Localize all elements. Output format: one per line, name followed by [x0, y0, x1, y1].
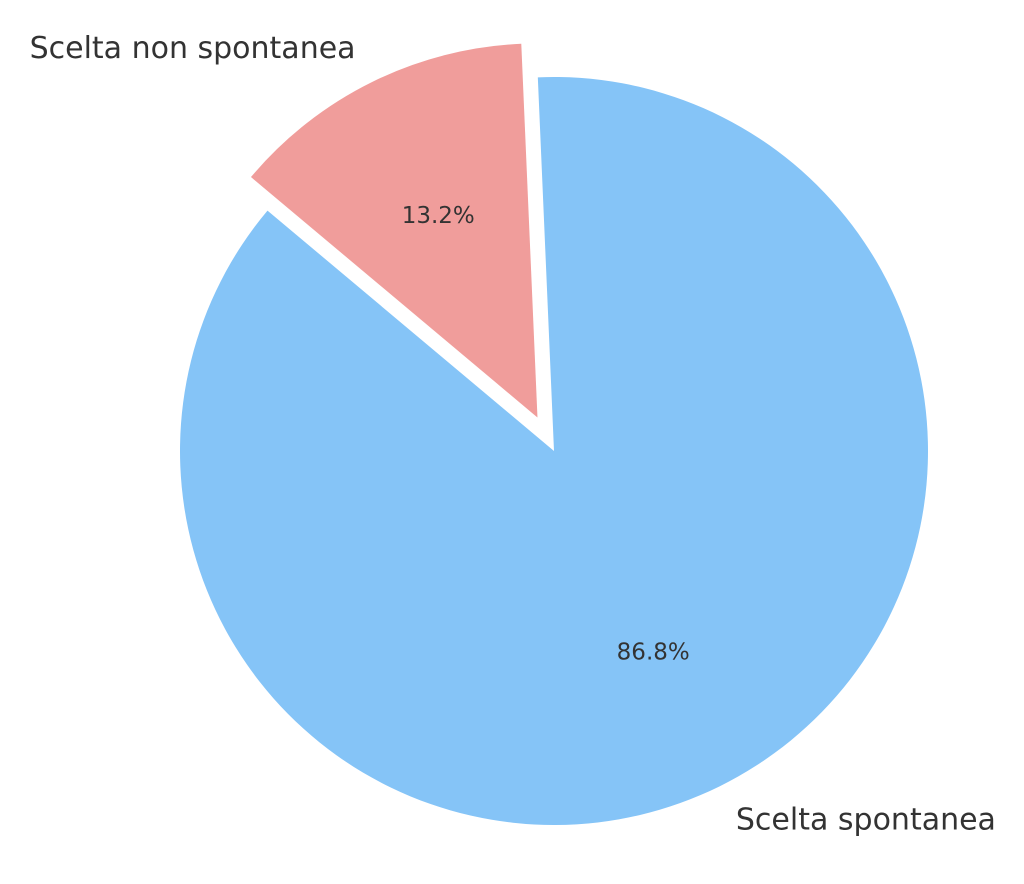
pie-percent-label-0: 86.8%	[617, 639, 690, 665]
pie-slice-0	[180, 77, 929, 826]
pie-slice-1	[250, 43, 538, 418]
pie-category-label-1: Scelta non spontanea	[30, 31, 356, 66]
pie-category-label-0: Scelta spontanea	[736, 803, 996, 838]
pie-labels: 86.8% Scelta spontanea 13.2% Scelta non spo…	[30, 31, 996, 838]
pie-slices	[180, 43, 929, 826]
pie-percent-label-1: 13.2%	[402, 203, 475, 229]
